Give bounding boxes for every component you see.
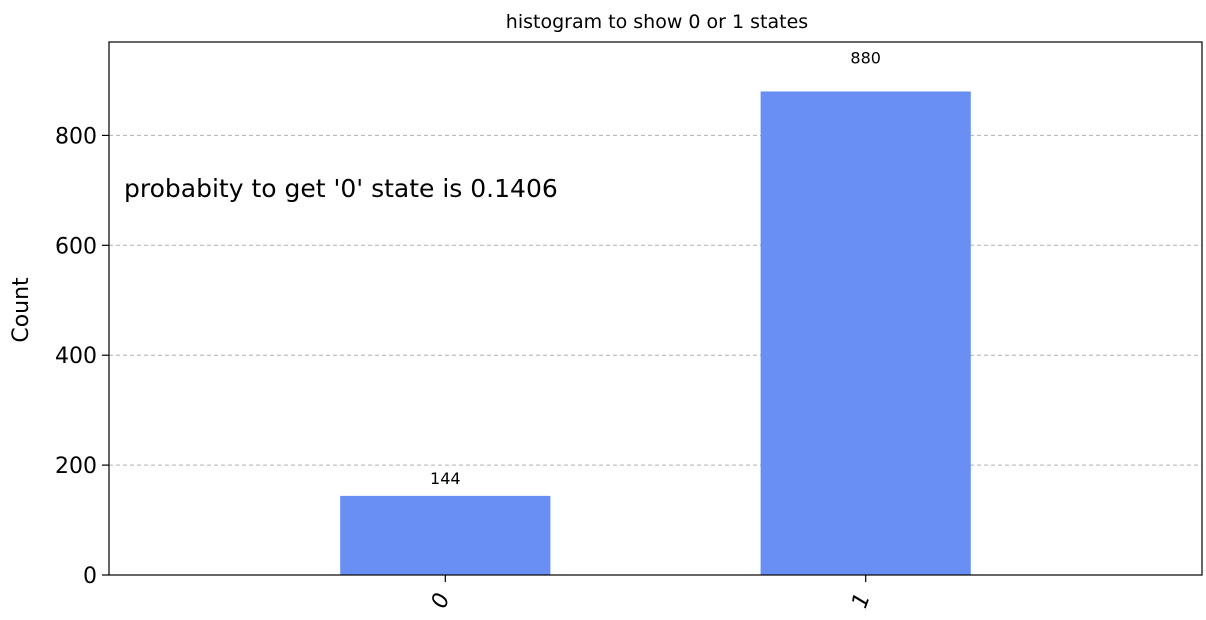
y-tick-label: 400 [55,344,97,369]
y-tick-label: 800 [55,124,97,149]
data-label-0: 144 [430,469,461,488]
plot-area-frame [108,41,1203,576]
bar-0 [340,495,551,575]
probability-annotation: probabity to get '0' state is 0.1406 [124,174,558,203]
chart-title: histogram to show 0 or 1 states [506,11,808,33]
y-axis-ticks: 0 200 400 600 800 [55,124,109,589]
y-tick-label: 200 [55,454,97,479]
y-tick-label: 600 [55,234,97,259]
data-label-1: 880 [850,48,881,67]
x-tick-label-0: 0 [427,590,455,612]
bar-1 [760,91,971,575]
grid-lines [109,134,1202,466]
y-axis-label: Count [9,277,34,343]
data-labels: 144 880 [430,48,881,487]
y-tick-label: 0 [83,564,97,589]
x-tick-label-1: 1 [847,590,875,612]
bars [340,91,971,575]
